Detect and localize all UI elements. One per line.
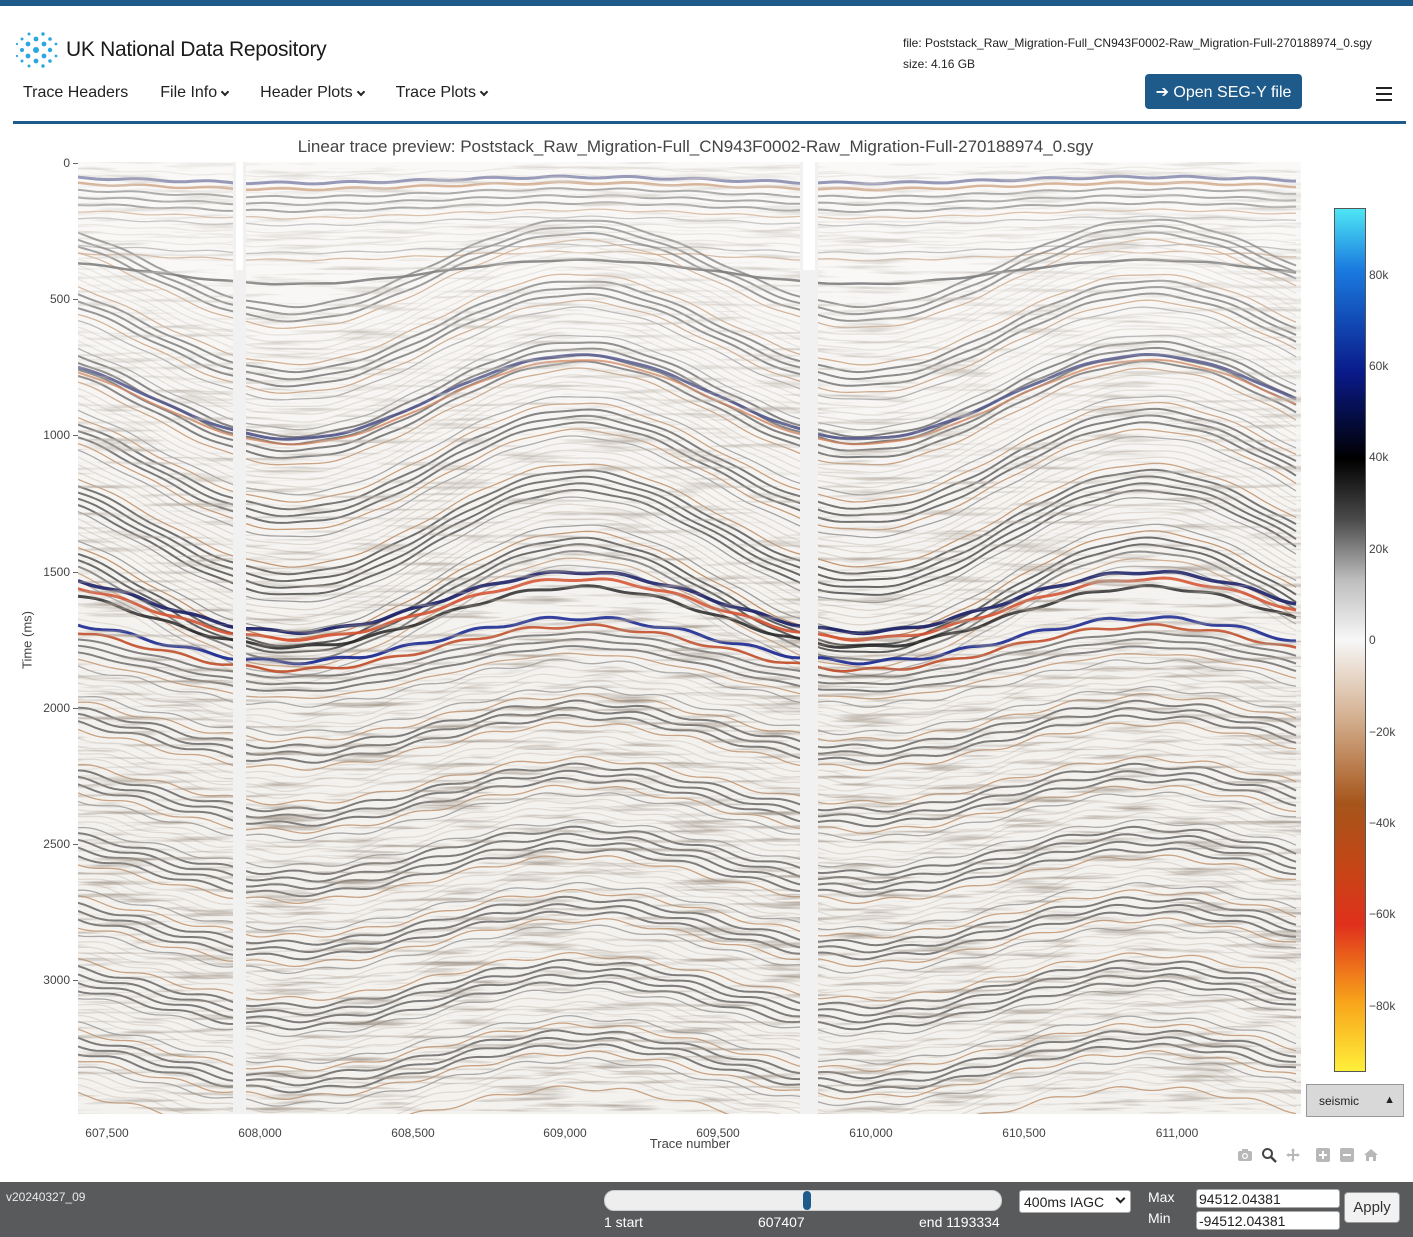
logo[interactable]: UK National Data Repository — [14, 30, 327, 70]
x-axis-label: Trace number — [649, 1136, 731, 1151]
slider-start-label: 1 start — [604, 1214, 643, 1230]
nav-trace-plots[interactable]: Trace Plots — [395, 84, 489, 102]
trace-gaps — [233, 162, 818, 1114]
pan-icon[interactable] — [1284, 1146, 1302, 1164]
version-label: v20240327_09 — [6, 1190, 86, 1204]
chevron-down-icon — [356, 87, 365, 96]
agc-select[interactable]: 400ms IAGC — [1019, 1190, 1131, 1213]
menu-icon[interactable] — [1376, 87, 1392, 101]
open-segy-button[interactable]: ➔ Open SEG-Y file — [1145, 74, 1302, 109]
zoom-out-icon[interactable] — [1338, 1146, 1356, 1164]
trace-gap-0 — [233, 162, 246, 1114]
colorbar-tick-label: 80k — [1369, 268, 1389, 282]
colorbar-tick-label: 60k — [1369, 359, 1389, 373]
nav-header-plots-label: Header Plots — [260, 84, 353, 101]
chevron-down-icon — [220, 87, 230, 96]
nav-file-info-label: File Info — [160, 84, 218, 101]
plot-title: Linear trace preview: Poststack_Raw_Migr… — [297, 137, 1094, 156]
camera-icon[interactable] — [1236, 1146, 1254, 1164]
y-tick-label: 1000 — [30, 428, 78, 442]
slider-value-label: 607407 — [758, 1214, 805, 1230]
colorbar-tick-label: −40k — [1369, 816, 1396, 830]
home-icon[interactable] — [1362, 1146, 1380, 1164]
y-tick-label: 0 — [30, 156, 78, 170]
y-axis-label: Time (ms) — [19, 610, 35, 670]
slider-thumb[interactable] — [802, 1191, 811, 1210]
max-input[interactable]: 94512.04381 — [1196, 1189, 1340, 1208]
chevron-down-icon — [1115, 1193, 1126, 1204]
shallow-fade — [78, 162, 1301, 702]
footer-bar: v20240327_09 1 start 607407 end 1193334 … — [0, 1182, 1413, 1237]
colorbar-tick-label: 40k — [1369, 450, 1389, 464]
nav-file-info[interactable]: File Info — [160, 84, 230, 102]
logo-text: UK National Data Repository — [66, 38, 327, 61]
x-tick-label: 610,000 — [849, 1126, 893, 1140]
seismic-heatmap[interactable] — [78, 162, 1301, 1114]
plot-modebar — [1236, 1146, 1386, 1164]
min-label: Min — [1148, 1210, 1171, 1226]
file-size-text: size: 4.16 GB — [903, 57, 976, 71]
zoom-in-icon[interactable] — [1314, 1146, 1332, 1164]
nav-header-plots[interactable]: Header Plots — [260, 84, 365, 102]
header-divider — [13, 121, 1406, 124]
x-tick-label: 610,500 — [1002, 1126, 1046, 1140]
nav-trace-headers[interactable]: Trace Headers — [23, 84, 128, 102]
x-tick-label: 609,000 — [543, 1126, 587, 1140]
y-tick-label: 500 — [30, 292, 78, 306]
trace-range-slider[interactable] — [604, 1190, 1002, 1211]
y-tick-label: 2000 — [30, 701, 78, 715]
apply-button[interactable]: Apply — [1344, 1192, 1400, 1223]
top-accent-strip — [0, 0, 1413, 6]
colormap-select-value: seismic — [1319, 1093, 1360, 1108]
x-tick-label: 608,000 — [238, 1126, 282, 1140]
x-tick-label: 609,500 — [696, 1126, 740, 1140]
min-input[interactable]: -94512.04381 — [1196, 1211, 1340, 1230]
nav-trace-plots-label: Trace Plots — [395, 84, 476, 101]
colorbar-tick-label: −20k — [1369, 725, 1396, 739]
colormap-select[interactable]: seismic ▲ — [1306, 1084, 1404, 1117]
file-name-text: file: Poststack_Raw_Migration-Full_CN943… — [903, 36, 1372, 50]
trace-gap-top-0 — [236, 162, 243, 270]
colorbar-tick-label: 0 — [1369, 633, 1376, 647]
colorbar-tick-label: 20k — [1369, 542, 1389, 556]
file-info: file: Poststack_Raw_Migration-Full_CN943… — [903, 33, 1372, 75]
logo-globe-icon — [15, 32, 58, 68]
nav-trace-headers-label: Trace Headers — [23, 84, 129, 101]
colorbar-tick-label: −80k — [1369, 999, 1396, 1013]
x-tick-label: 611,000 — [1155, 1126, 1199, 1140]
y-tick-label: 2500 — [30, 837, 78, 851]
max-label: Max — [1148, 1189, 1175, 1205]
trace-gap-1 — [800, 162, 818, 1114]
chevron-down-icon — [479, 87, 489, 96]
colorbar-tick-label: −60k — [1369, 907, 1396, 921]
x-tick-label: 607,500 — [85, 1126, 129, 1140]
main-nav: Trace Headers File Info Header Plots Tra… — [23, 84, 519, 102]
chevron-up-icon: ▲ — [1384, 1094, 1395, 1106]
slider-end-label: end 1193334 — [919, 1214, 1000, 1230]
x-tick-label: 608,500 — [391, 1126, 435, 1140]
zoom-icon[interactable] — [1260, 1146, 1278, 1164]
agc-select-value: 400ms IAGC — [1024, 1193, 1105, 1210]
trace-gap-top-1 — [803, 162, 815, 270]
colorbar — [1334, 208, 1366, 1072]
y-tick-label: 3000 — [30, 973, 78, 987]
y-tick-label: 1500 — [30, 565, 78, 579]
